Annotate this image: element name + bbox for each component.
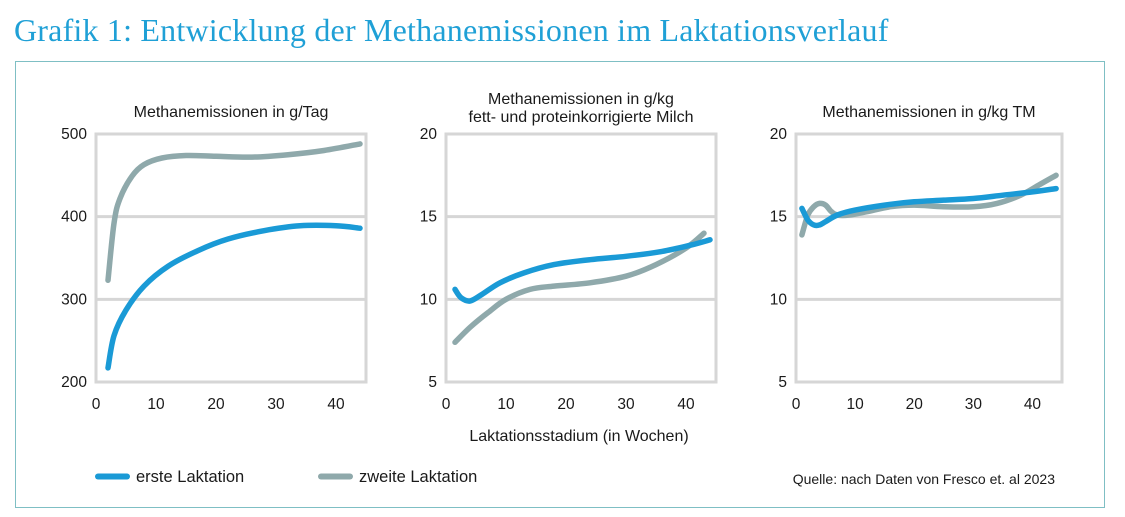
y-tick-label: 500 [61, 126, 87, 143]
legend-label-zweite: zweite Laktation [359, 468, 477, 486]
x-tick-label: 20 [557, 396, 575, 413]
series-line-erste-laktation [799, 185, 1059, 229]
panel-title-3: Methanemissionen in g/kg TM [822, 104, 1035, 121]
chart-frame [15, 61, 1105, 508]
series-line-erste-laktation [105, 222, 363, 371]
x-tick-label: 10 [497, 396, 515, 413]
x-tick-label: 40 [1024, 396, 1042, 413]
y-tick-label: 300 [61, 291, 87, 308]
x-tick-label: 30 [267, 396, 285, 413]
y-tick-label: 20 [770, 126, 788, 143]
x-tick-label: 0 [792, 396, 801, 413]
y-tick-label: 400 [61, 209, 87, 226]
series-line-zweite-laktation [452, 230, 707, 346]
chart-panel-3: Methanemissionen in g/kg TM 5 10 15 20 0 10 20 3… [770, 104, 1064, 413]
panel-title-1: Methanemissionen in g/Tag [134, 104, 329, 121]
x-tick-label: 30 [617, 396, 635, 413]
plot-area [94, 132, 368, 384]
source-note: Quelle: nach Daten von Fresco et. al 202… [793, 471, 1055, 487]
y-tick-label: 5 [428, 374, 437, 391]
x-tick-label: 30 [965, 396, 983, 413]
legend: erste Laktation zweite Laktation [95, 468, 477, 486]
series-line-erste-laktation [452, 237, 713, 304]
y-tick-label: 10 [770, 291, 788, 308]
panel-title-2-line-1: Methanemissionen in g/kg [488, 91, 674, 108]
panel-title-2-line-2: fett- und proteinkorrigierte Milch [469, 109, 694, 126]
plot-area [794, 132, 1064, 384]
x-tick-label: 20 [906, 396, 924, 413]
y-tick-label: 15 [770, 209, 787, 226]
series-line-zweite-laktation [105, 141, 363, 284]
x-tick-label: 0 [442, 396, 451, 413]
x-tick-label: 40 [677, 396, 695, 413]
x-tick-label: 10 [147, 396, 165, 413]
x-tick-label: 10 [846, 396, 864, 413]
x-axis-label: Laktationsstadium (in Wochen) [469, 428, 688, 445]
y-tick-label: 15 [420, 209, 437, 226]
x-tick-label: 0 [92, 396, 101, 413]
page-title: Grafik 1: Entwicklung der Methanemission… [14, 12, 889, 48]
plot-area [444, 132, 718, 384]
y-tick-label: 200 [61, 374, 87, 391]
y-tick-label: 20 [420, 126, 438, 143]
legend-label-erste: erste Laktation [136, 468, 244, 486]
series-line-zweite-laktation [799, 172, 1059, 238]
y-tick-label: 5 [778, 374, 787, 391]
y-tick-label: 10 [420, 291, 438, 308]
x-tick-label: 40 [327, 396, 345, 413]
x-tick-label: 20 [207, 396, 225, 413]
chart-panel-1: Methanemissionen in g/Tag 200 300 400 500 0 10… [61, 104, 368, 413]
